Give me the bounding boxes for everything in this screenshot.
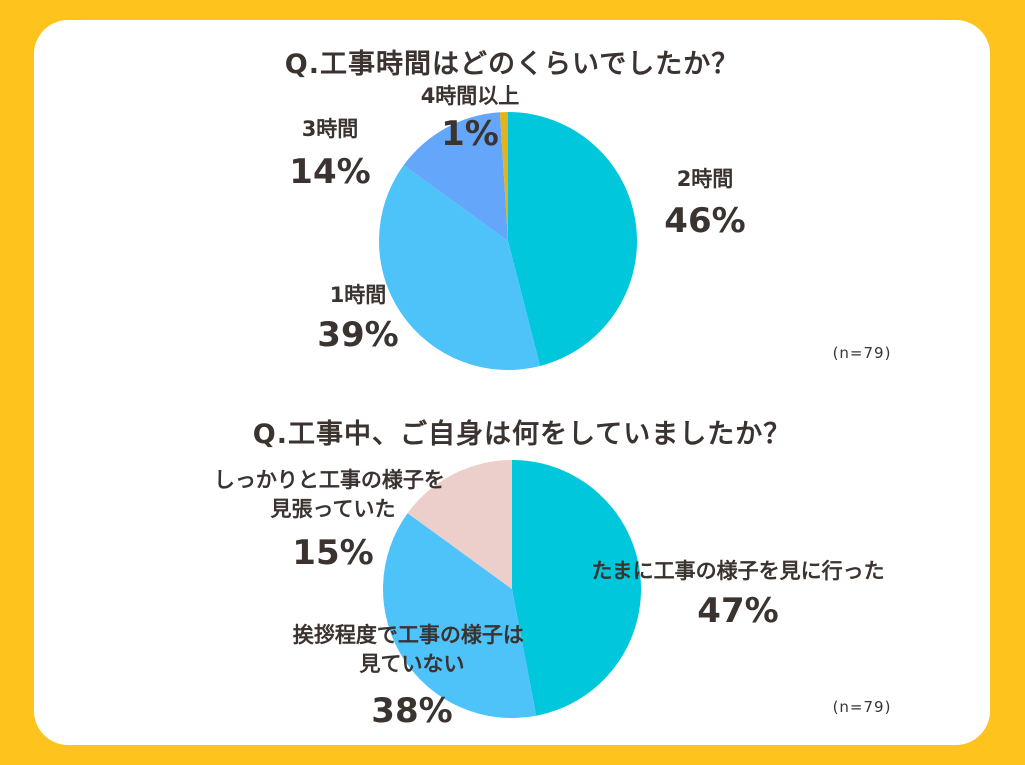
- chart1-label-2h: 2時間: [677, 167, 734, 191]
- chart2-label-sometimes-checked: たまに工事の様子を見に行った: [591, 559, 884, 583]
- chart2-value-sometimes-checked: 47%: [697, 591, 778, 631]
- chart2-label-did-not-watch: 挨拶程度で工事の様子は 見ていない: [293, 623, 531, 676]
- chart2-value-watched-closely: 15%: [292, 533, 373, 573]
- chart2-slice-0: [512, 459, 642, 716]
- chart1-value-4h-plus: 1%: [441, 114, 499, 154]
- chart1-label-3h: 3時間: [302, 117, 359, 141]
- chart1-slice-0: [508, 111, 638, 366]
- chart1-value-1h: 39%: [317, 315, 398, 355]
- chart2-slice-2: [407, 460, 512, 589]
- chart1-slice-3: [499, 111, 508, 241]
- chart1-label-1h: 1時間: [330, 283, 387, 307]
- chart1-sample-size: (n=79): [833, 344, 892, 362]
- chart1-pie: [379, 111, 638, 371]
- chart1-slice-2: [403, 112, 508, 241]
- chart2-sample-size: (n=79): [833, 698, 892, 716]
- chart1-slice-1: [379, 165, 541, 371]
- chart2-slice-1: [383, 513, 537, 719]
- chart1-value-3h: 14%: [289, 152, 370, 192]
- chart1-label-4h-plus: 4時間以上: [421, 84, 520, 108]
- chart2-pie: [383, 459, 642, 719]
- chart2-title: Q.工事中、ご自身は何をしていましたか？: [253, 418, 791, 450]
- chart1-value-2h: 46%: [664, 201, 745, 241]
- chart2-value-did-not-watch: 38%: [371, 691, 452, 731]
- chart1-title: Q.工事時間はどのくらいでしたか？: [285, 49, 739, 80]
- chart2-label-watched-closely: しっかりと工事の様子を 見張っていた: [214, 468, 452, 521]
